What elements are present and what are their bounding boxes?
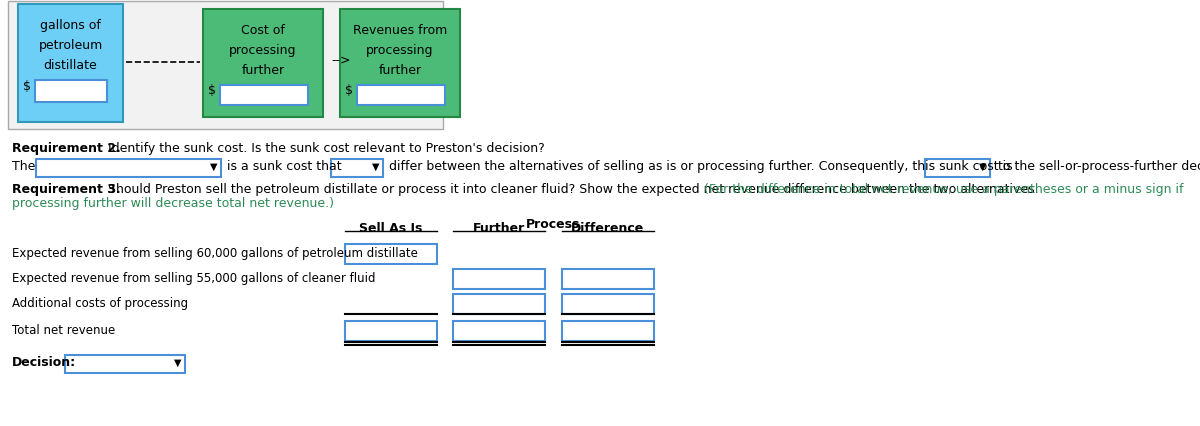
Bar xyxy=(8,2,443,130)
Bar xyxy=(562,294,654,314)
Text: Expected revenue from selling 60,000 gallons of petroleum distillate: Expected revenue from selling 60,000 gal… xyxy=(12,246,418,259)
Text: petroleum: petroleum xyxy=(38,39,103,52)
Bar xyxy=(346,245,437,265)
Text: distillate: distillate xyxy=(43,59,97,72)
Text: Expected revenue from selling 55,000 gallons of cleaner fluid: Expected revenue from selling 55,000 gal… xyxy=(12,271,376,284)
Text: -->: --> xyxy=(331,53,350,66)
Text: Identify the sunk cost. Is the sunk cost relevant to Preston's decision?: Identify the sunk cost. Is the sunk cost… xyxy=(104,142,545,155)
Text: differ between the alternatives of selling as is or processing further. Conseque: differ between the alternatives of selli… xyxy=(385,160,1013,173)
Text: is a sunk cost that: is a sunk cost that xyxy=(223,160,342,173)
Text: Cost of: Cost of xyxy=(241,24,284,37)
Bar xyxy=(454,269,545,289)
Text: Total net revenue: Total net revenue xyxy=(12,323,115,336)
Text: The: The xyxy=(12,160,35,173)
Bar xyxy=(35,81,107,103)
Text: $: $ xyxy=(23,80,31,93)
Text: to the sell-or-process-further decision.: to the sell-or-process-further decision. xyxy=(994,160,1200,173)
Bar xyxy=(331,160,383,178)
Text: further: further xyxy=(378,64,421,77)
Text: Additional costs of processing: Additional costs of processing xyxy=(12,296,188,309)
Text: processing: processing xyxy=(366,44,433,57)
Bar xyxy=(203,10,323,118)
Bar xyxy=(18,5,124,123)
Bar xyxy=(65,355,185,373)
Text: (For the difference in total net revenue, use a parentheses or a minus sign if: (For the difference in total net revenue… xyxy=(704,183,1183,196)
Bar xyxy=(36,160,221,178)
Text: Further: Further xyxy=(473,222,526,234)
Text: Decision:: Decision: xyxy=(12,355,76,368)
Text: Difference: Difference xyxy=(571,222,644,234)
Bar xyxy=(220,86,308,106)
Text: Requirement 2.: Requirement 2. xyxy=(12,142,121,155)
Text: Revenues from: Revenues from xyxy=(353,24,448,37)
Text: Sell As Is: Sell As Is xyxy=(359,222,422,234)
Text: ▼: ▼ xyxy=(210,161,217,172)
Bar xyxy=(454,294,545,314)
Text: Should Preston sell the petroleum distillate or process it into cleaner fluid? S: Should Preston sell the petroleum distil… xyxy=(104,183,1043,196)
Text: ▼: ▼ xyxy=(372,161,379,172)
Text: $: $ xyxy=(346,84,353,97)
Text: $: $ xyxy=(208,84,216,97)
Text: processing further will decrease total net revenue.): processing further will decrease total n… xyxy=(12,196,334,210)
Bar xyxy=(340,10,460,118)
Bar xyxy=(358,86,445,106)
Bar xyxy=(346,321,437,341)
Text: gallons of: gallons of xyxy=(40,19,101,32)
Text: processing: processing xyxy=(229,44,296,57)
Bar xyxy=(562,269,654,289)
Bar xyxy=(562,321,654,341)
Bar xyxy=(454,321,545,341)
Text: ▼: ▼ xyxy=(978,161,986,172)
Bar xyxy=(925,160,990,178)
Text: ▼: ▼ xyxy=(174,357,181,367)
Text: Requirement 3.: Requirement 3. xyxy=(12,183,121,196)
Text: Process: Process xyxy=(527,218,581,230)
Text: further: further xyxy=(241,64,284,77)
